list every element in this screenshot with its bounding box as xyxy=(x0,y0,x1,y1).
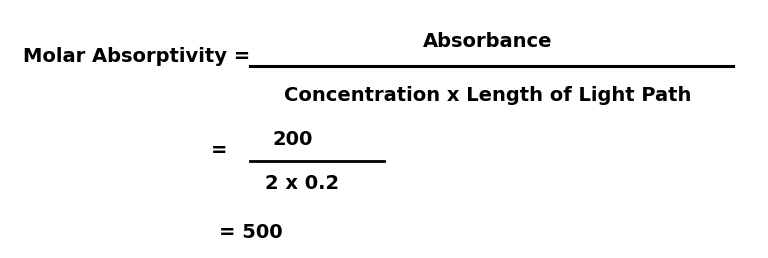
Text: = 500: = 500 xyxy=(219,223,283,242)
Text: 200: 200 xyxy=(273,130,313,149)
Text: Absorbance: Absorbance xyxy=(423,32,552,51)
Text: =: = xyxy=(210,141,227,160)
Text: 2 x 0.2: 2 x 0.2 xyxy=(265,174,339,193)
Text: Molar Absorptivity =: Molar Absorptivity = xyxy=(23,47,250,66)
Text: Concentration x Length of Light Path: Concentration x Length of Light Path xyxy=(284,86,691,105)
